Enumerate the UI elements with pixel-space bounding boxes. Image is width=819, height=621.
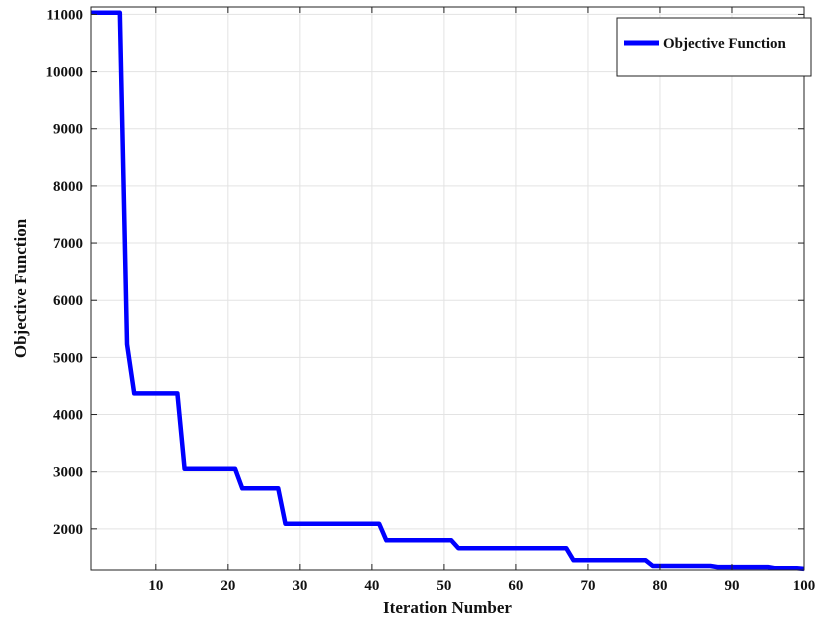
x-tick-label: 40 (364, 578, 379, 594)
y-tick-label: 4000 (53, 408, 83, 424)
y-tick-label: 3000 (53, 465, 83, 481)
legend-box (616, 17, 812, 77)
x-tick-label: 30 (292, 578, 307, 594)
axis-ticks (91, 7, 805, 570)
series-line (91, 10, 805, 572)
x-tick-label: 50 (436, 578, 451, 594)
x-tick-label: 60 (508, 578, 523, 594)
legend: Objective Function (616, 17, 812, 77)
x-tick-label: 100 (793, 578, 816, 594)
x-tick-label: 70 (580, 578, 595, 594)
y-axis-label: Objective Function (11, 218, 30, 358)
y-tick-label: 2000 (53, 522, 83, 538)
x-tick-label: 20 (220, 578, 235, 594)
y-tick-label: 9000 (53, 122, 83, 138)
x-axis-label: Iteration Number (383, 598, 512, 617)
y-tick-label: 5000 (53, 350, 83, 366)
y-tick-label: 7000 (53, 236, 83, 252)
tick-labels: 10 20 30 40 50 60 70 80 90 100 2000 3000 4000 5000 600… (46, 7, 816, 594)
series-layer (91, 10, 805, 572)
x-tick-label: 90 (724, 578, 739, 594)
legend-label: Objective Function (663, 36, 787, 52)
plot-frame (90, 6, 805, 571)
y-tick-label: 11000 (46, 7, 83, 23)
y-tick-label: 10000 (46, 65, 84, 81)
x-tick-label: 10 (148, 578, 163, 594)
y-tick-label: 8000 (53, 179, 83, 195)
x-tick-label: 80 (652, 578, 667, 594)
y-tick-label: 6000 (53, 293, 83, 309)
